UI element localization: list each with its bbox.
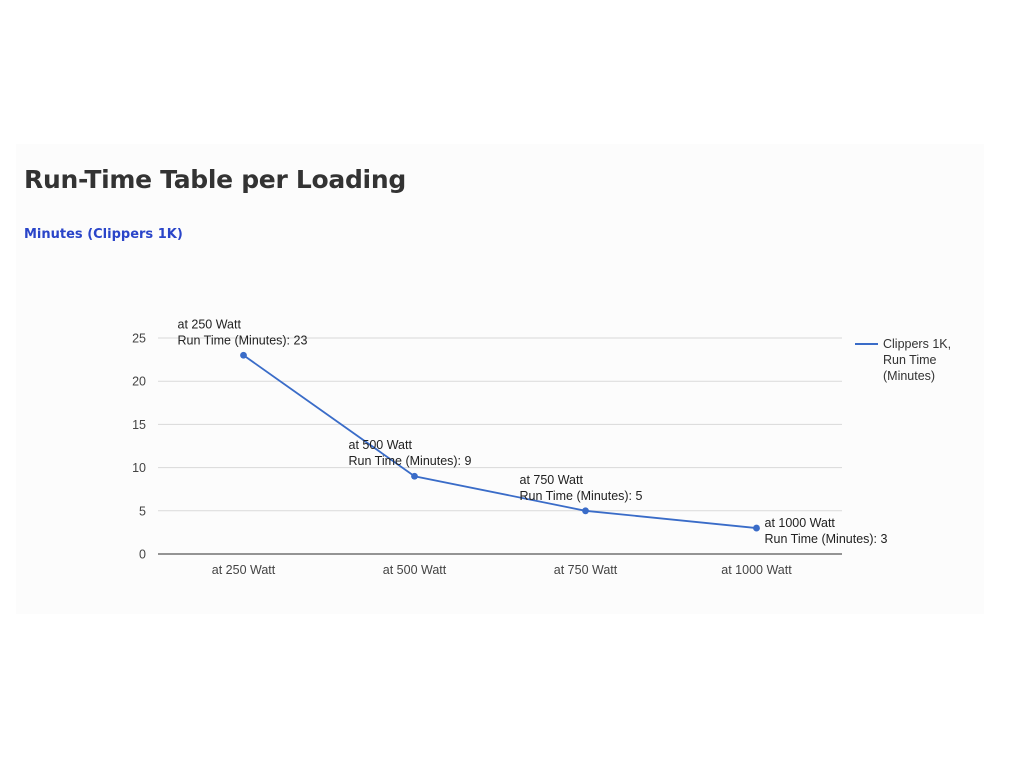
y-tick-label: 5 <box>139 504 146 518</box>
series-group <box>240 351 760 532</box>
x-tick-label: at 1000 Watt <box>721 563 792 577</box>
data-label-category: at 500 Watt <box>349 438 413 452</box>
data-labels: at 250 Watt Run Time (Minutes): 23 at 500 … <box>178 317 888 546</box>
y-tick-label: 10 <box>132 461 146 475</box>
legend-label: Clippers 1K, <box>883 337 951 351</box>
chart-subtitle: Minutes (Clippers 1K) <box>24 227 183 242</box>
data-label-value: Run Time (Minutes): 9 <box>349 454 472 468</box>
y-tick-label: 15 <box>132 418 146 432</box>
page-title: Run-Time Table per Loading <box>24 165 406 194</box>
y-tick-labels: 0 5 10 15 20 25 <box>132 332 146 562</box>
x-tick-label: at 500 Watt <box>383 563 447 577</box>
data-point <box>753 524 760 532</box>
data-label-category: at 250 Watt <box>178 317 242 331</box>
legend-label: Run Time <box>883 353 937 367</box>
data-label-value: Run Time (Minutes): 5 <box>520 489 643 503</box>
data-label-value: Run Time (Minutes): 3 <box>765 532 888 546</box>
x-tick-label: at 750 Watt <box>554 563 618 577</box>
x-tick-labels: at 250 Watt at 500 Watt at 750 Watt at 1000… <box>212 563 792 577</box>
y-tick-label: 25 <box>132 332 146 346</box>
chart-panel <box>16 144 984 614</box>
y-tick-label: 20 <box>132 375 146 389</box>
data-label-value: Run Time (Minutes): 23 <box>178 333 308 347</box>
data-label-category: at 750 Watt <box>520 473 584 487</box>
legend-label: (Minutes) <box>883 369 935 383</box>
legend: Clippers 1K, Run Time (Minutes) <box>855 337 951 383</box>
x-tick-label: at 250 Watt <box>212 563 276 577</box>
gridlines <box>158 337 842 555</box>
data-point <box>582 507 589 515</box>
data-point <box>411 472 418 480</box>
y-tick-label: 0 <box>139 548 146 562</box>
data-point <box>240 351 247 359</box>
data-label-category: at 1000 Watt <box>765 516 836 530</box>
series-line <box>242 354 757 529</box>
